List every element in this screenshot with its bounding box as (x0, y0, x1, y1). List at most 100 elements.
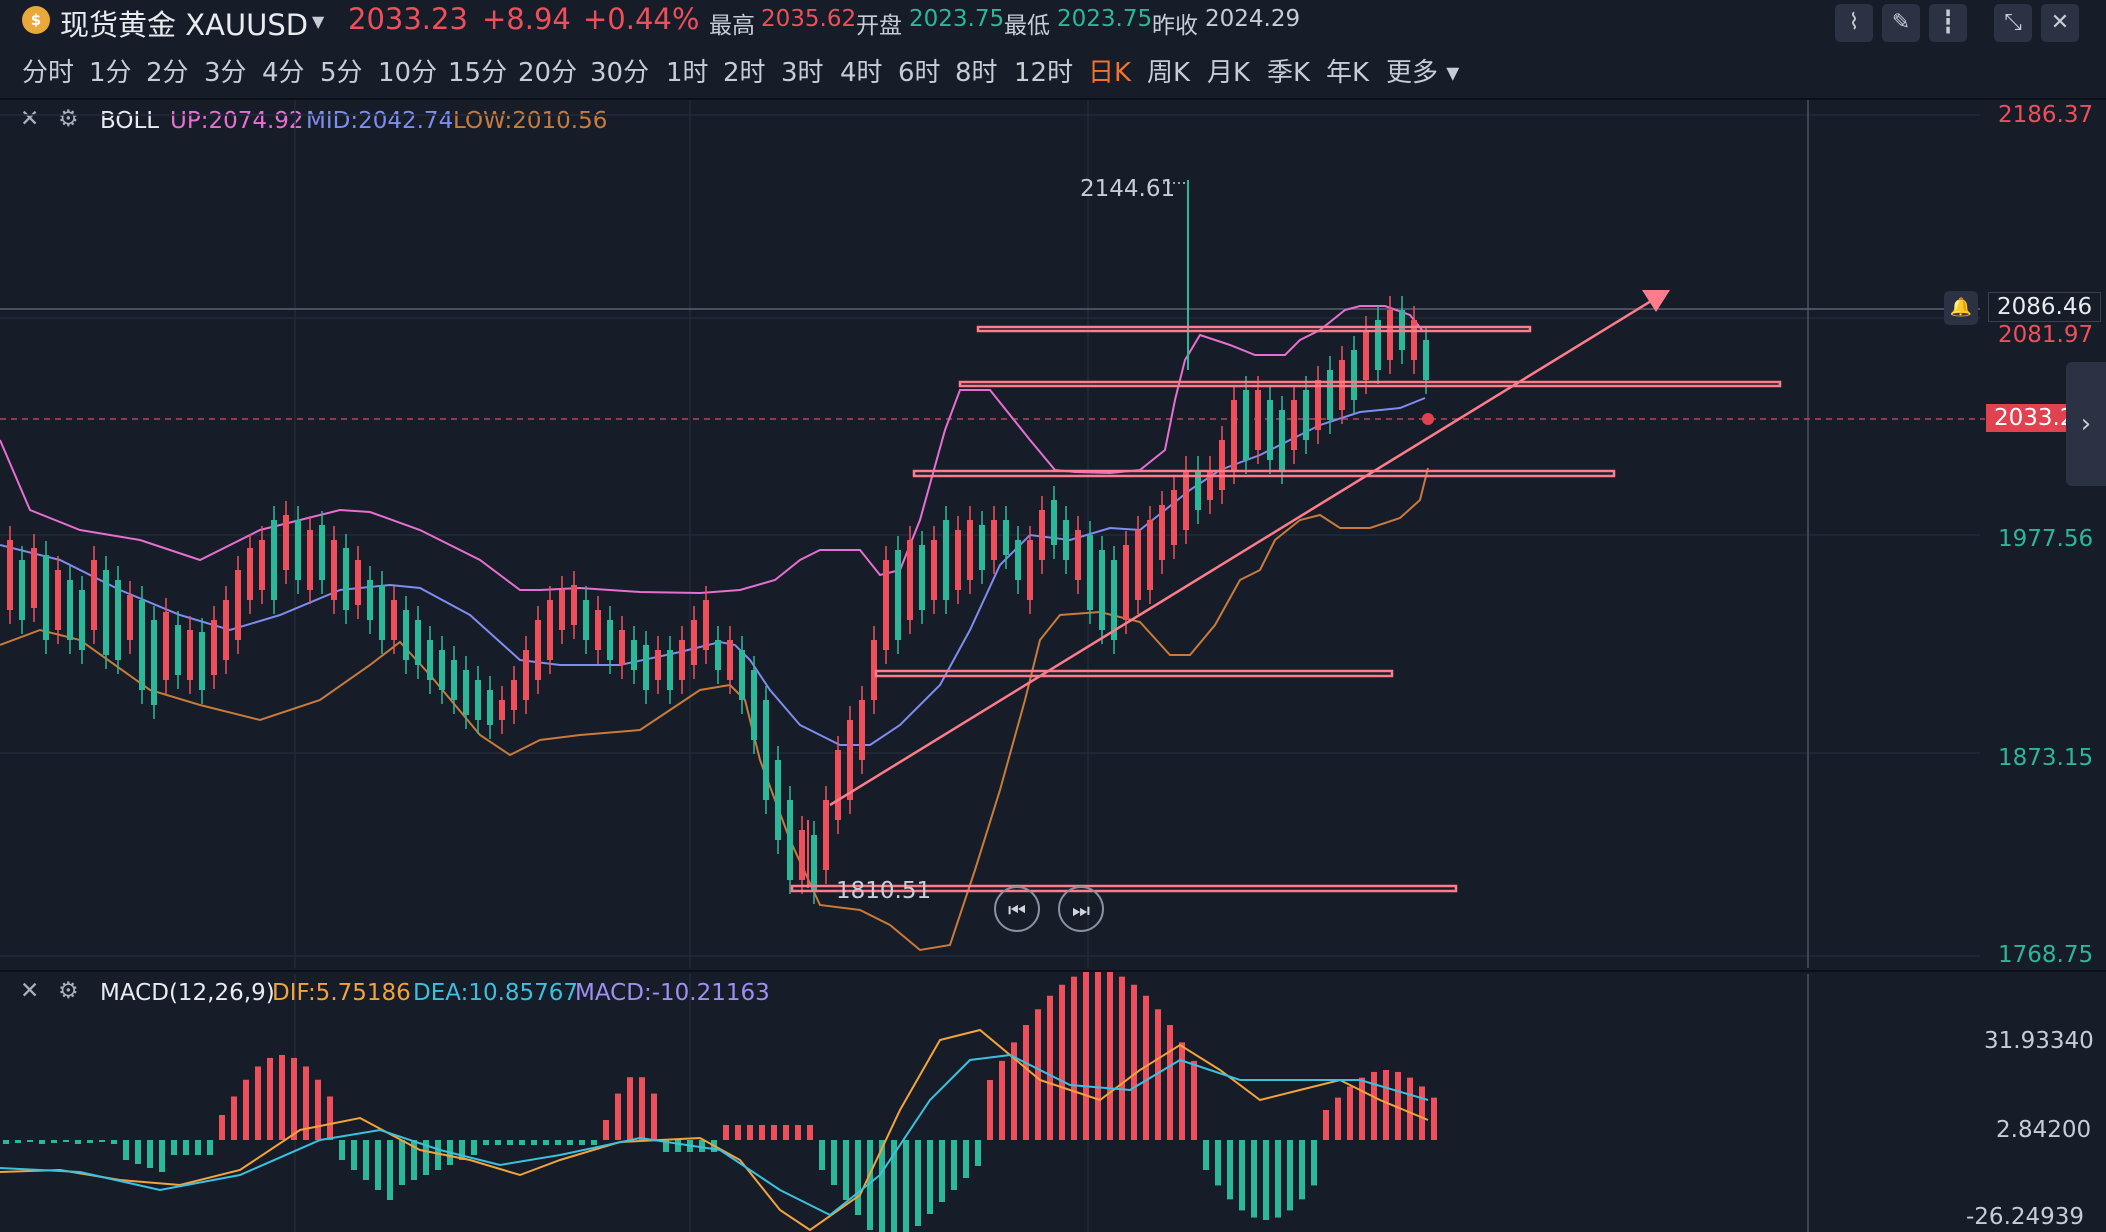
macd-histogram-bar (1323, 1110, 1329, 1140)
macd-histogram-bar (783, 1125, 789, 1140)
candle-body (403, 610, 409, 660)
last-price-dot (1422, 413, 1434, 425)
tab-period[interactable]: 1分 (89, 58, 132, 88)
tab-period[interactable]: 1时 (666, 58, 709, 88)
candle-body (667, 650, 673, 690)
boll-up: UP:2074.92 (170, 108, 304, 134)
macd-histogram-bar (999, 1060, 1005, 1140)
tab-period[interactable]: 8时 (955, 58, 998, 88)
tab-period[interactable]: 2分 (146, 58, 189, 88)
tab-period[interactable]: 月K (1207, 58, 1251, 88)
tab-period[interactable]: 更多 ▾ (1386, 58, 1460, 88)
candle-body (1219, 440, 1225, 490)
macd-histogram-bar (699, 1140, 705, 1152)
tab-period[interactable]: 4时 (840, 58, 883, 88)
support-resistance-box (912, 469, 1616, 478)
candle-body (943, 520, 949, 600)
candle-body (607, 620, 613, 660)
chevron-down-icon[interactable]: ▼ (312, 12, 325, 31)
macd-histogram-bar (435, 1140, 441, 1170)
settings-gear-icon[interactable]: ⚙ (58, 106, 79, 132)
tab-period[interactable]: 分时 (22, 58, 75, 88)
tab-period[interactable]: 12时 (1014, 58, 1074, 88)
close-icon[interactable]: ✕ (2041, 4, 2079, 42)
candle-body (391, 600, 397, 640)
price-change: +8.94 (482, 2, 571, 36)
macd-tick: -26.24939 (1966, 1204, 2085, 1230)
macd-histogram-bar (1023, 1025, 1029, 1140)
candle-body (595, 610, 601, 650)
macd-histogram-bar (75, 1140, 81, 1144)
macd-histogram-bar (963, 1140, 969, 1178)
candle-body (1315, 380, 1321, 430)
tab-period[interactable]: 3时 (781, 58, 824, 88)
tab-period[interactable]: 20分 (518, 58, 578, 88)
bell-icon[interactable]: 🔔 (1944, 291, 1978, 325)
line-chart-icon[interactable]: ⌇ (1835, 4, 1873, 42)
pen-icon[interactable]: ✎ (1882, 4, 1920, 42)
candle-body (739, 650, 745, 700)
tab-period[interactable]: 3分 (204, 58, 247, 88)
candle-body (1075, 530, 1081, 580)
chevron-right-icon[interactable]: › (2066, 362, 2106, 486)
macd-histogram-bar (1359, 1077, 1365, 1140)
macd-histogram-bar (1047, 995, 1053, 1140)
macd-histogram-bar (207, 1140, 213, 1155)
tab-period[interactable]: 年K (1326, 58, 1370, 88)
tab-period[interactable]: 15分 (448, 58, 508, 88)
macd-histogram-bar (603, 1120, 609, 1140)
candle-icon[interactable]: ┇ (1929, 4, 1967, 42)
close-indicator-icon[interactable]: ✕ (20, 106, 40, 132)
candle-body (1099, 550, 1105, 630)
candle-body (1159, 505, 1165, 560)
collapse-icon[interactable]: ⤡ (1994, 4, 2032, 42)
candle-body (979, 525, 985, 570)
candle-body (1351, 350, 1357, 400)
settings-gear-icon[interactable]: ⚙ (58, 978, 79, 1004)
tab-period[interactable]: 30分 (590, 58, 650, 88)
tab-period[interactable]: 日K (1088, 58, 1132, 88)
candle-body (1063, 520, 1069, 560)
macd-histogram-bar (87, 1140, 93, 1143)
macd-histogram-bar (411, 1140, 417, 1180)
candle-body (703, 600, 709, 650)
candle-body (199, 632, 205, 690)
boll-low: LOW:2010.56 (453, 108, 608, 134)
macd-histogram-bar (567, 1140, 573, 1145)
candle-body (871, 640, 877, 700)
candle-body (31, 548, 37, 608)
macd-histogram-bar (1371, 1071, 1377, 1140)
candle-body (835, 750, 841, 820)
macd-histogram-bar (651, 1093, 657, 1140)
candle-body (1267, 400, 1273, 460)
candle-body (439, 650, 445, 690)
candle-body (163, 612, 169, 680)
macd-histogram-bar (939, 1140, 945, 1202)
tab-period[interactable]: 10分 (378, 58, 438, 88)
macd-histogram-bar (243, 1079, 249, 1140)
support-resistance-box (790, 884, 1458, 893)
symbol-name[interactable]: 现货黄金 XAUUSD (60, 8, 309, 42)
candle-body (7, 540, 13, 610)
candle-body (1327, 370, 1333, 420)
macd-dif: DIF:5.75186 (272, 980, 411, 1006)
tab-period[interactable]: 周K (1147, 58, 1191, 88)
tab-period[interactable]: 2时 (723, 58, 766, 88)
candle-body (631, 640, 637, 670)
close-indicator-icon[interactable]: ✕ (20, 978, 40, 1004)
macd-histogram-bar (1083, 971, 1089, 1140)
tab-period[interactable]: 6时 (898, 58, 941, 88)
skip-back-icon[interactable]: ⏮ (994, 886, 1040, 932)
candle-body (271, 520, 277, 600)
tab-period[interactable]: 4分 (262, 58, 305, 88)
high-value: 2035.62 (761, 6, 857, 32)
tab-period[interactable]: 季K (1267, 58, 1311, 88)
macd-histogram-bar (3, 1140, 9, 1144)
candle-body (343, 548, 349, 610)
macd-histogram-bar (519, 1140, 525, 1145)
skip-forward-icon[interactable]: ⏭ (1058, 886, 1104, 932)
tab-period[interactable]: 5分 (320, 58, 363, 88)
macd-histogram-bar (219, 1115, 225, 1140)
candle-body (907, 540, 913, 620)
